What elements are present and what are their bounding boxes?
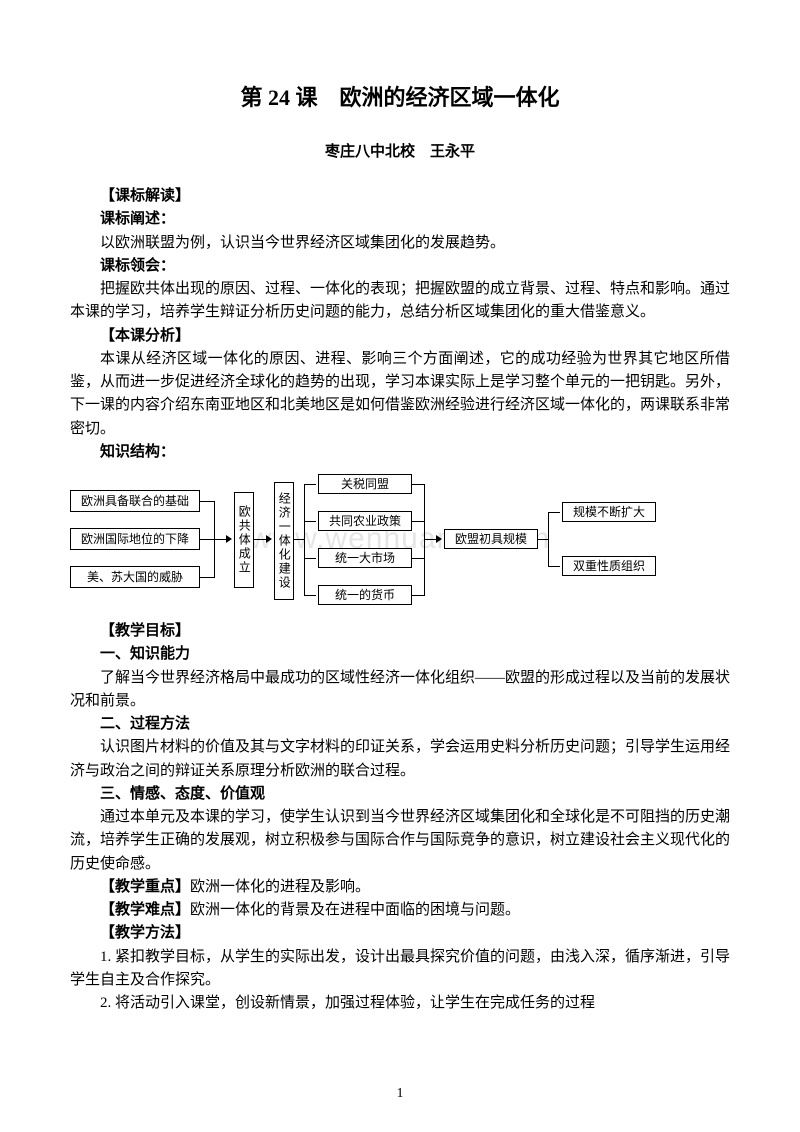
benke-text: 本课从经济区域一体化的原因、进程、影响三个方面阐述，它的成功经验为世界其它地区所…	[70, 348, 730, 441]
node-mid-1: 关税同盟	[318, 474, 412, 494]
arrow-icon	[266, 535, 272, 543]
author-line: 枣庄八中北校 王永平	[70, 140, 730, 161]
node-left-2: 欧洲国际地位的下降	[70, 528, 200, 550]
guocheng-fangfa-text: 认识图片材料的价值及其与文字材料的印证关系，学会运用史料分析历史问题；引导学生运…	[70, 736, 730, 783]
benke-head: 【本课分析】	[70, 325, 730, 348]
page-number: 1	[0, 1086, 800, 1102]
fangfa-1: 1. 紧扣教学目标，从学生的实际出发，设计出最具探究价值的问题，由浅入深，循序渐…	[70, 946, 730, 993]
node-col5: 欧盟初具规模	[444, 529, 538, 549]
node-right-2: 双重性质组织	[562, 556, 656, 576]
zhishi-nengli-text: 了解当今世界经济格局中最成功的区域性经济一体化组织——欧盟的形成过程以及当前的发…	[70, 667, 730, 714]
node-right-1: 规模不断扩大	[562, 502, 656, 522]
node-left-3: 美、苏大国的威胁	[70, 566, 200, 588]
node-mid-3: 统一大市场	[318, 548, 412, 568]
node-left-1: 欧洲具备联合的基础	[70, 490, 200, 512]
arrow-icon	[226, 535, 232, 543]
nandian-text: 欧洲一体化的背景及在进程中面临的困境与问题。	[190, 902, 520, 918]
fangfa-2: 2. 将活动引入课堂，创设新情景，加强过程体验，让学生在完成任务的过程	[70, 992, 730, 1015]
node-col2: 欧共体成立	[234, 492, 254, 588]
jiaoxue-mubiao-head: 【教学目标】	[70, 620, 730, 643]
zhongdian-line: 【教学重点】欧洲一体化的进程及影响。	[70, 876, 730, 899]
node-mid-4: 统一的货币	[318, 585, 412, 605]
zhishi-head: 知识结构：	[70, 441, 730, 464]
kebiao-linghui-head: 课标领会：	[70, 255, 730, 278]
kebiao-chanshu-head: 课标阐述：	[70, 208, 730, 231]
kebiao-chanshu-text: 以欧洲联盟为例，认识当今世界经济区域集团化的发展趋势。	[70, 232, 730, 255]
knowledge-structure-diagram: www.wenhuanet.com 欧洲具备联合的基础 欧洲国际地位的下降 美、…	[70, 472, 730, 612]
qinggan-text: 通过本单元及本课的学习，使学生认识到当今世界经济区域集团化和全球化是不可阻挡的历…	[70, 806, 730, 876]
kebiao-linghui-text: 把握欧共体出现的原因、过程、一体化的表现；把握欧盟的成立背景、过程、特点和影响。…	[70, 278, 730, 325]
kebiao-head: 【课标解读】	[70, 185, 730, 208]
zhishi-nengli-head: 一、知识能力	[70, 643, 730, 666]
guocheng-fangfa-head: 二、过程方法	[70, 713, 730, 736]
node-mid-2: 共同农业政策	[318, 511, 412, 531]
node-col3: 经济一体化建设	[274, 482, 294, 600]
nandian-line: 【教学难点】欧洲一体化的背景及在进程中面临的困境与问题。	[70, 899, 730, 922]
jiaoxue-fangfa-head: 【教学方法】	[70, 922, 730, 945]
arrow-icon	[436, 535, 442, 543]
zhongdian-text: 欧洲一体化的进程及影响。	[190, 879, 370, 895]
page-title: 第 24 课 欧洲的经济区域一体化	[70, 80, 730, 112]
nandian-head: 【教学难点】	[100, 902, 190, 918]
qinggan-head: 三、情感、态度、价值观	[70, 783, 730, 806]
zhongdian-head: 【教学重点】	[100, 879, 190, 895]
